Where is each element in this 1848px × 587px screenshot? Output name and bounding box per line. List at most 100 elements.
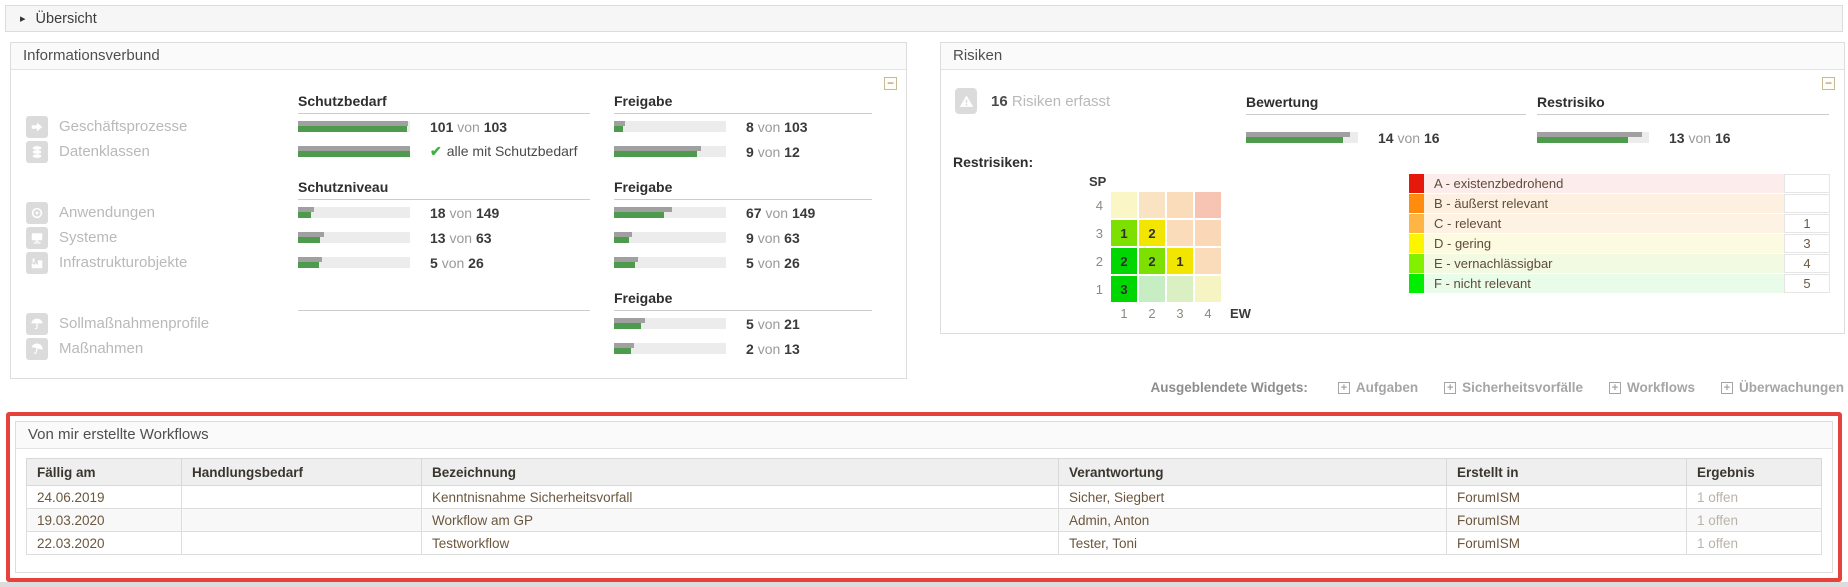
freigabe-cell: 67 von 149 [614,200,896,225]
bewertung-cell: 14 von 16 [1246,125,1526,150]
collapse-icon[interactable]: − [884,77,897,90]
column-header: Bezeichnung [421,458,1059,486]
progress-bar [614,343,726,354]
legend-row: F - nicht relevant 5 [1409,274,1830,293]
sidebar-item-geschaeftsprozesse[interactable]: Geschäftsprozesse [26,114,298,139]
y-tick: 2 [1095,253,1103,269]
sidebar-item-anwendungen[interactable]: Anwendungen [26,200,298,225]
x-tick: 2 [1148,306,1156,321]
progress-text: 9 von 12 [746,143,800,160]
widget-link-label: Aufgaben [1355,380,1419,395]
restrisiko-cell: 13 von 16 [1537,125,1829,150]
highlight-rectangle: Von mir erstellte Workflows Fällig am Ha… [6,412,1842,582]
legend-row: C - relevant 1 [1409,214,1830,233]
y-axis-label: SP [1089,174,1107,189]
widget-link-label: Sicherheitsvorfälle [1462,380,1583,395]
progress-bar [298,257,410,268]
matrix-cell [1139,276,1165,302]
cell-responsible: Sicher, Siegbert [1058,485,1447,509]
legend-swatch [1409,274,1424,293]
hidden-widgets-label: Ausgeblendete Widgets: [1150,380,1308,395]
cell-responsible: Tester, Toni [1058,531,1447,555]
item-label: Systeme [59,229,118,246]
overview-accordion[interactable]: ▸ Übersicht [5,5,1843,32]
freigabe-cell: 5 von 26 [614,250,896,275]
matrix-cell[interactable]: 1 [1167,248,1193,274]
page-bottom-strip [0,582,1848,587]
column-header: Fällig am [26,458,182,486]
risiken-body: 16 Risiken erfasst Bewertung 14 von 16 R… [941,70,1844,334]
matrix-row: 4 [1083,192,1251,218]
cell-result: 1 offen [1686,531,1822,555]
workflows-table: Fällig am Handlungsbedarf Bezeichnung Ve… [26,458,1822,555]
risiken-panel: Risiken − 16 Risiken erfasst Bewertung 1… [940,42,1845,334]
matrix-cell [1167,192,1193,218]
panel-title: Von mir erstellte Workflows [16,422,1832,449]
column-header: Ergebnis [1686,458,1822,486]
matrix-cell [1195,192,1221,218]
risks-captured-text: 16 Risiken erfasst [991,92,1111,110]
progress-text: 18 von 149 [430,204,500,221]
x-tick: 1 [1120,306,1128,321]
risks-captured[interactable]: 16 Risiken erfasst [955,88,1110,114]
progress-text: 67 von 149 [746,204,816,221]
progress-bar [1537,132,1649,143]
widget-link-label: Workflows [1626,380,1695,395]
legend-label: C - relevant [1424,214,1784,233]
progress-bar [614,207,726,218]
legend-count: 3 [1784,234,1830,253]
umbrella-icon [26,312,48,335]
widget-link-sicherheitsvorfaelle[interactable]: + Sicherheitsvorfälle [1444,380,1583,395]
sidebar-item-infrastrukturobjekte[interactable]: Infrastrukturobjekte [26,250,298,275]
schutzniveau-cell: 18 von 149 [298,200,614,225]
freigabe-cell: 8 von 103 [614,114,896,139]
widget-link-workflows[interactable]: + Workflows [1608,380,1695,395]
umbrella-tilted-icon [26,337,48,360]
y-tick: 3 [1095,225,1103,241]
progress-text: 8 von 103 [746,118,808,135]
table-row[interactable]: 19.03.2020 Workflow am GP Admin, Anton F… [26,508,1822,532]
legend-swatch [1409,194,1424,213]
matrix-cell[interactable]: 3 [1111,276,1137,302]
widget-link-ueberwachungen[interactable]: + Überwachungen [1720,380,1844,395]
legend-swatch [1409,234,1424,253]
matrix-cell[interactable]: 1 [1111,220,1137,246]
restrisiko-column: Restrisiko 13 von 16 [1537,94,1829,150]
informationsverbund-panel: Informationsverbund − Schutzbedarf Freig… [10,42,907,379]
collapse-icon[interactable]: − [1822,77,1835,90]
matrix-cell[interactable]: 2 [1139,248,1165,274]
sidebar-item-systeme[interactable]: Systeme [26,225,298,250]
schutzbedarf-cell: ✔ alle mit Schutzbedarf [298,139,614,164]
legend-count: 1 [1784,214,1830,233]
progress-bar [298,146,410,157]
panel-title: Risiken [941,43,1844,70]
progress-text: 13 von 16 [1669,129,1731,146]
workflows-panel: Von mir erstellte Workflows Fällig am Ha… [15,421,1833,573]
widget-link-aufgaben[interactable]: + Aufgaben [1337,380,1419,395]
sidebar-item-sollmassnahmenprofile[interactable]: Sollmaßnahmenprofile [26,311,298,336]
x-axis: 1 2 3 4 EW [1083,306,1251,321]
legend-row: D - gering 3 [1409,234,1830,253]
matrix-cell[interactable]: 2 [1111,248,1137,274]
legend-label: D - gering [1424,234,1784,253]
cell-need [181,531,422,555]
matrix-cell [1167,276,1193,302]
column-header-freigabe: Freigabe [614,176,872,200]
freigabe-cell: 9 von 63 [614,225,896,250]
item-label: Sollmaßnahmenprofile [59,315,210,332]
schutzniveau-cell: 13 von 63 [298,225,614,250]
sidebar-item-datenklassen[interactable]: Datenklassen [26,139,298,164]
table-row[interactable]: 22.03.2020 Testworkflow Tester, Toni For… [26,531,1822,555]
matrix-cell[interactable]: 2 [1139,220,1165,246]
table-row[interactable]: 24.06.2019 Kenntnisnahme Sicherheitsvorf… [26,485,1822,509]
panel-title: Informationsverbund [11,43,906,70]
accordion-title: Übersicht [35,10,97,27]
legend-row: A - existenzbedrohend [1409,174,1830,193]
cell-created-in: ForumISM [1446,508,1687,532]
sidebar-item-massnahmen[interactable]: Maßnahmen [26,336,298,361]
column-header: Verantwortung [1058,458,1447,486]
legend-count [1784,174,1830,193]
progress-bar [1246,132,1358,143]
expand-icon: + [1337,381,1350,394]
matrix-cell [1167,220,1193,246]
